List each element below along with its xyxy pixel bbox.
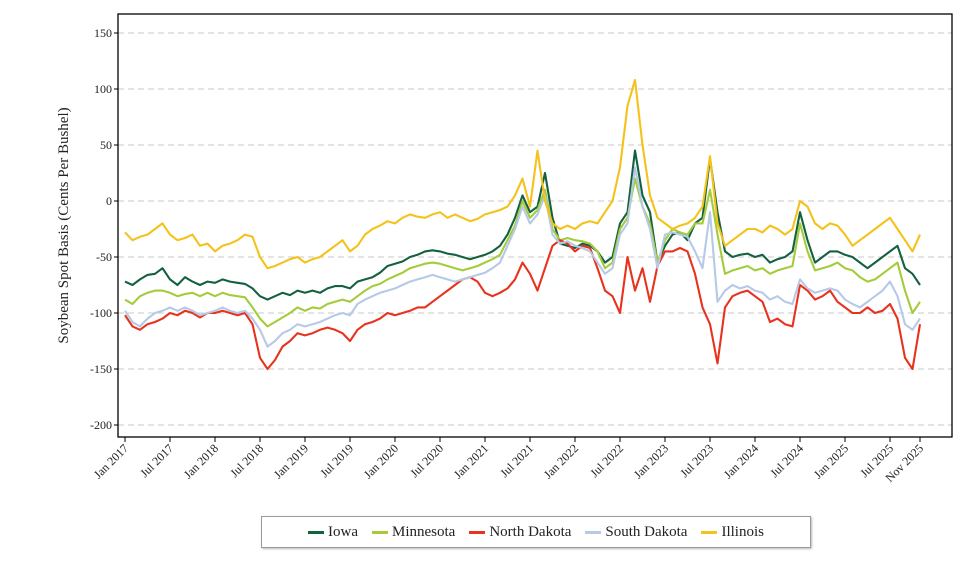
x-tick-label: Jan 2022: [541, 441, 581, 481]
x-tick-label: Jul 2018: [227, 441, 266, 480]
y-tick-label: -100: [90, 306, 112, 320]
y-axis-ticks: 150 100 50 0 -50 -100 -150 -200: [90, 26, 118, 432]
series-line-north-dakota: [124, 239, 922, 371]
gridlines: [118, 32, 952, 426]
legend-label: South Dakota: [605, 523, 688, 540]
legend-swatch: [308, 530, 324, 534]
y-tick-label: 150: [94, 26, 112, 40]
y-axis-label: Soybean Spot Basis (Cents Per Bushel): [56, 107, 72, 343]
x-tick-label: Jul 2017: [137, 441, 176, 480]
x-tick-label: Jul 2022: [587, 441, 626, 480]
x-axis-ticks: Jan 2017 Jul 2017 Jan 2018 Jul 2018 Jan 2019…: [91, 437, 926, 485]
legend-label: Minnesota: [392, 523, 456, 540]
legend-item-north-dakota: North Dakota: [469, 524, 571, 541]
x-tick-label: Jan 2020: [361, 441, 401, 481]
x-tick-label: Jan 2017: [91, 441, 131, 481]
legend-item-minnesota: Minnesota: [372, 524, 455, 541]
x-tick-label: Jul 2021: [497, 441, 536, 480]
legend-swatch: [372, 530, 388, 534]
series-line-minnesota: [124, 177, 921, 328]
series-line-illinois: [124, 78, 921, 270]
x-tick-label: Jan 2021: [451, 441, 491, 481]
legend-swatch: [469, 530, 486, 534]
series-line-south-dakota: [124, 166, 921, 348]
x-tick-label: Jan 2018: [181, 441, 221, 481]
x-tick-label: Jul 2024: [767, 441, 806, 480]
x-tick-label: Jan 2019: [271, 441, 311, 481]
legend-label: Iowa: [328, 523, 358, 540]
y-tick-label: 0: [106, 194, 112, 208]
legend-item-south-dakota: South Dakota: [585, 524, 687, 541]
series-line-iowa: [124, 149, 921, 301]
y-tick-label: 50: [100, 138, 112, 152]
plot-area-frame: [117, 13, 953, 438]
legend-swatch: [585, 530, 602, 534]
legend-label: Illinois: [721, 523, 764, 540]
y-tick-label: -150: [90, 362, 112, 376]
y-tick-label: -50: [96, 250, 112, 264]
x-tick-label: Jul 2019: [317, 441, 356, 480]
x-tick-label: Jul 2020: [407, 441, 446, 480]
legend-label: North Dakota: [489, 523, 572, 540]
legend-item-illinois: Illinois: [701, 524, 764, 541]
series-lines: [124, 78, 922, 371]
legend-swatch: [701, 530, 718, 534]
y-tick-label: -200: [90, 418, 112, 432]
x-tick-label: Jul 2023: [677, 441, 716, 480]
x-tick-label: Jan 2024: [721, 441, 761, 481]
x-tick-label: Jan 2025: [811, 441, 851, 481]
legend-item-iowa: Iowa: [308, 524, 358, 541]
y-tick-label: 100: [94, 82, 112, 96]
x-tick-label: Jan 2023: [631, 441, 671, 481]
legend: Iowa Minnesota North Dakota South Dakota Ill…: [261, 516, 811, 548]
